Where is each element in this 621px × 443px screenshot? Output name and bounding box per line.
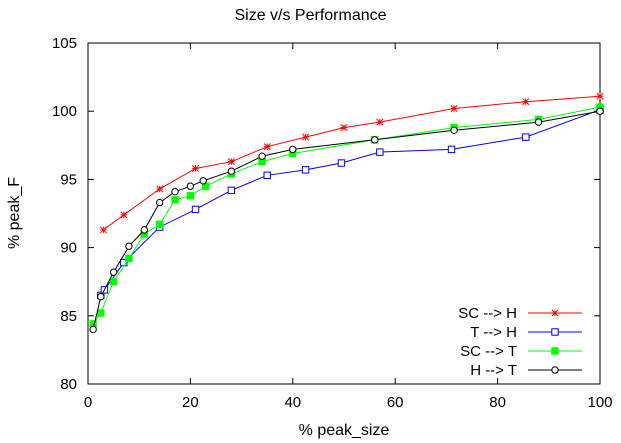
data-point xyxy=(263,143,271,151)
data-point xyxy=(125,242,133,250)
legend: SC --> H T --> H SC --> T H --> T xyxy=(458,305,582,379)
x-tick-label: 100 xyxy=(587,394,612,411)
legend-label: SC --> T xyxy=(460,343,517,360)
data-point xyxy=(191,164,200,173)
x-axis-label: % peak_size xyxy=(299,422,390,439)
data-point xyxy=(155,198,164,207)
data-point xyxy=(522,133,530,141)
series-0 xyxy=(99,92,604,234)
data-point xyxy=(97,293,105,301)
legend-item: T --> H xyxy=(470,324,582,341)
data-point xyxy=(301,166,310,174)
legend-item: SC --> T xyxy=(460,343,582,360)
series-line xyxy=(92,106,601,325)
series-layer xyxy=(89,92,604,334)
data-point xyxy=(171,196,179,204)
x-tick-label: 60 xyxy=(387,394,404,411)
plot-area-frame xyxy=(87,42,601,385)
legend-marker xyxy=(551,347,559,355)
data-point xyxy=(263,171,271,180)
data-point xyxy=(450,126,458,134)
y-axis-label: % peak_F xyxy=(6,177,23,249)
data-point xyxy=(376,118,384,126)
data-point xyxy=(534,118,543,126)
data-point xyxy=(450,104,458,113)
data-point xyxy=(125,254,133,263)
data-point xyxy=(99,226,107,234)
y-tick-label: 100 xyxy=(52,103,77,120)
y-tick-label: 90 xyxy=(60,240,77,257)
chart-title: Size v/s Performance xyxy=(234,7,386,24)
data-point xyxy=(258,152,266,160)
legend-label: T --> H xyxy=(470,324,517,341)
data-point xyxy=(109,278,118,286)
data-point xyxy=(376,148,384,156)
data-point xyxy=(140,226,149,234)
data-point xyxy=(227,186,236,195)
data-point xyxy=(171,187,179,196)
series-line xyxy=(103,95,601,231)
data-point xyxy=(302,133,310,141)
legend-label: H --> T xyxy=(470,362,517,379)
y-tick-label: 95 xyxy=(60,171,77,188)
data-point xyxy=(596,92,604,100)
data-point xyxy=(186,192,195,200)
data-point xyxy=(227,158,235,166)
x-tick-label: 20 xyxy=(182,394,199,411)
legend-marker xyxy=(551,366,559,374)
legend-marker xyxy=(551,328,559,336)
x-tick-label: 40 xyxy=(284,394,301,411)
legend-marker xyxy=(551,309,559,317)
data-point xyxy=(155,220,164,229)
data-point xyxy=(97,309,105,317)
data-point xyxy=(227,167,236,175)
data-point xyxy=(337,159,346,167)
legend-item: H --> T xyxy=(470,362,582,379)
data-point xyxy=(109,268,118,276)
data-point xyxy=(199,177,207,185)
y-tick-label: 80 xyxy=(60,376,77,393)
y-tick-label: 105 xyxy=(52,35,77,52)
data-point xyxy=(89,325,97,334)
data-point xyxy=(522,98,530,106)
series-line xyxy=(92,110,601,330)
axis-ticks: 0 20 40 60 80 100 80 85 90 95 100 105 xyxy=(52,35,613,411)
data-point xyxy=(447,145,456,154)
data-point xyxy=(596,107,604,115)
data-point xyxy=(289,145,297,154)
legend-label: SC --> H xyxy=(458,305,517,322)
data-point xyxy=(120,211,128,219)
y-tick-label: 85 xyxy=(60,308,77,325)
data-point xyxy=(191,205,200,214)
data-point xyxy=(186,182,195,190)
data-point xyxy=(340,124,348,132)
series-3 xyxy=(89,107,604,334)
data-point xyxy=(371,136,379,144)
legend-item: SC --> H xyxy=(458,305,582,322)
x-tick-label: 80 xyxy=(489,394,506,411)
data-point xyxy=(156,185,164,193)
x-tick-label: 0 xyxy=(84,394,92,411)
